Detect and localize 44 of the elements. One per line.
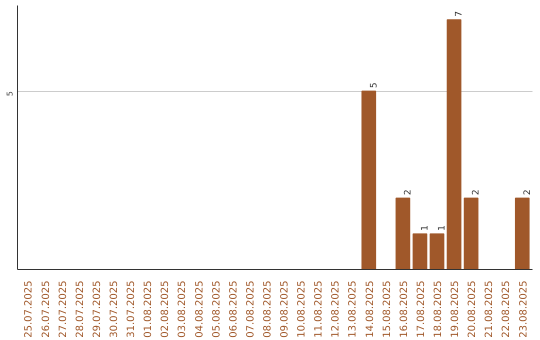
x-tick-label: 31.07.2025 [126, 280, 138, 338]
x-tick-label: 23.08.2025 [518, 280, 530, 338]
data-label: 1 [438, 225, 448, 231]
x-tick-label: 11.08.2025 [314, 280, 325, 338]
x-tick-label: 30.07.2025 [108, 280, 120, 338]
x-tick-label: 22.08.2025 [501, 280, 512, 338]
data-label: 1 [420, 225, 430, 231]
x-tick-label: 19.08.2025 [450, 280, 462, 338]
x-tick-label: 29.07.2025 [92, 280, 103, 338]
x-tick-label: 21.08.2025 [484, 280, 496, 338]
x-tick-label: 20.08.2025 [467, 280, 478, 338]
data-label: 2 [522, 189, 533, 196]
x-tick-label: 09.08.2025 [280, 280, 291, 338]
x-tick-label: 16.08.2025 [398, 280, 410, 338]
x-tick-label: 18.08.2025 [433, 280, 444, 338]
data-label: 2 [403, 189, 414, 196]
x-tick-label: 08.08.2025 [262, 280, 274, 338]
x-tick-label: 12.08.2025 [330, 280, 342, 338]
x-tick-label: 13.08.2025 [348, 280, 359, 338]
x-tick-label: 17.08.2025 [416, 280, 427, 338]
x-tick-label: 01.08.2025 [143, 280, 154, 338]
x-tick-label: 02.08.2025 [160, 280, 172, 338]
bar [430, 233, 444, 270]
x-tick-label: 27.07.2025 [58, 280, 69, 338]
x-tick-label: 26.07.2025 [40, 280, 52, 338]
data-label: 5 [369, 82, 380, 88]
x-tick-label: 06.08.2025 [228, 280, 240, 338]
data-label: 2 [472, 189, 482, 196]
x-tick-label: 28.07.2025 [74, 280, 86, 338]
x-tick-label: 03.08.2025 [177, 280, 188, 338]
x-tick-label: 14.08.2025 [364, 280, 376, 338]
x-tick-label: 25.07.2025 [24, 280, 35, 338]
bar [412, 233, 428, 270]
x-tick-label: 05.08.2025 [211, 280, 222, 338]
data-label: 7 [454, 11, 465, 17]
bar [396, 198, 410, 270]
x-tick-label: 10.08.2025 [296, 280, 308, 338]
bar [446, 19, 462, 270]
bar [464, 198, 478, 270]
x-tick-label: 07.08.2025 [245, 280, 256, 338]
x-tick-label: 04.08.2025 [194, 280, 206, 338]
bar [514, 198, 530, 270]
bar [361, 90, 376, 270]
x-tick-label: 15.08.2025 [382, 280, 393, 338]
